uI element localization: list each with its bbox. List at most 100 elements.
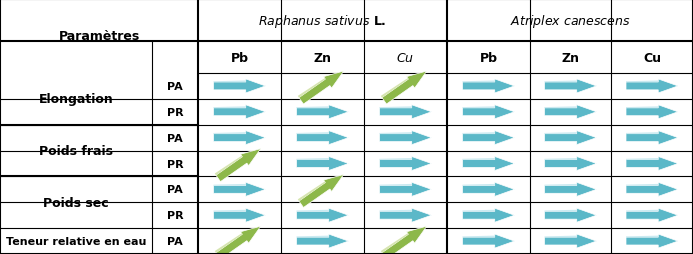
Polygon shape (626, 184, 658, 186)
Text: Zn: Zn (561, 51, 579, 64)
Polygon shape (626, 210, 658, 212)
Polygon shape (545, 234, 597, 248)
Polygon shape (382, 226, 427, 254)
Polygon shape (297, 105, 349, 119)
Text: Zn: Zn (313, 51, 331, 64)
Polygon shape (297, 133, 328, 134)
Text: PA: PA (167, 133, 183, 143)
Polygon shape (216, 226, 261, 254)
Polygon shape (297, 158, 328, 160)
Polygon shape (298, 79, 325, 98)
Polygon shape (626, 234, 678, 248)
Polygon shape (380, 183, 432, 197)
Polygon shape (462, 81, 495, 83)
Polygon shape (626, 208, 678, 222)
Polygon shape (216, 149, 261, 182)
Polygon shape (462, 157, 514, 171)
Polygon shape (297, 210, 328, 212)
Polygon shape (213, 133, 246, 134)
Text: Poids frais: Poids frais (39, 145, 113, 157)
Polygon shape (545, 208, 597, 222)
Polygon shape (213, 105, 265, 119)
Polygon shape (545, 107, 577, 108)
Polygon shape (462, 131, 514, 145)
Text: $\mathit{Cu}$: $\mathit{Cu}$ (396, 51, 414, 64)
Polygon shape (462, 133, 495, 134)
Polygon shape (545, 133, 577, 134)
Text: PR: PR (167, 107, 184, 117)
Polygon shape (545, 105, 597, 119)
Polygon shape (380, 158, 412, 160)
Text: PR: PR (167, 159, 184, 169)
Text: PA: PA (167, 236, 183, 246)
Text: PA: PA (167, 185, 183, 195)
Polygon shape (626, 105, 678, 119)
Polygon shape (380, 131, 432, 145)
Polygon shape (297, 107, 328, 108)
Polygon shape (215, 233, 243, 253)
Polygon shape (462, 107, 495, 108)
Polygon shape (380, 208, 432, 222)
Polygon shape (462, 210, 495, 212)
Polygon shape (462, 236, 495, 237)
Text: $\mathit{Atriplex\ canescens}$: $\mathit{Atriplex\ canescens}$ (509, 12, 631, 29)
Text: Pb: Pb (231, 51, 249, 64)
Polygon shape (298, 182, 325, 201)
Polygon shape (626, 133, 658, 134)
Polygon shape (213, 184, 246, 186)
Text: Cu: Cu (643, 51, 661, 64)
Polygon shape (213, 107, 246, 108)
Polygon shape (213, 208, 265, 222)
Polygon shape (299, 72, 344, 105)
Polygon shape (462, 234, 514, 248)
Polygon shape (297, 236, 328, 237)
Text: Teneur relative en eau: Teneur relative en eau (6, 236, 146, 246)
Polygon shape (462, 184, 495, 186)
Polygon shape (297, 234, 349, 248)
Polygon shape (462, 208, 514, 222)
Text: PA: PA (167, 82, 183, 92)
Polygon shape (545, 80, 597, 93)
Polygon shape (462, 105, 514, 119)
Polygon shape (462, 158, 495, 160)
Polygon shape (380, 157, 432, 171)
Text: Poids sec: Poids sec (43, 196, 109, 209)
Polygon shape (213, 80, 265, 93)
Polygon shape (297, 208, 349, 222)
Polygon shape (462, 80, 514, 93)
Polygon shape (380, 184, 412, 186)
Polygon shape (215, 156, 243, 176)
Text: Elongation: Elongation (39, 93, 114, 106)
Polygon shape (213, 131, 265, 145)
Polygon shape (380, 133, 412, 134)
Polygon shape (626, 158, 658, 160)
Polygon shape (545, 210, 577, 212)
Polygon shape (626, 80, 678, 93)
Polygon shape (545, 131, 597, 145)
Text: PR: PR (167, 210, 184, 220)
Polygon shape (213, 81, 246, 83)
Polygon shape (297, 131, 349, 145)
Text: Pb: Pb (480, 51, 498, 64)
Polygon shape (626, 183, 678, 197)
Text: $\mathit{Raphanus\ sativus}$ $\mathbf{L.}$: $\mathit{Raphanus\ sativus}$ $\mathbf{L.… (258, 12, 387, 29)
Polygon shape (380, 107, 412, 108)
Polygon shape (545, 184, 577, 186)
Polygon shape (297, 157, 349, 171)
Polygon shape (380, 210, 412, 212)
Polygon shape (380, 233, 408, 253)
Polygon shape (462, 183, 514, 197)
Polygon shape (382, 72, 427, 105)
Polygon shape (545, 236, 577, 237)
Polygon shape (626, 157, 678, 171)
Polygon shape (213, 210, 246, 212)
Polygon shape (380, 79, 408, 98)
Polygon shape (380, 105, 432, 119)
Polygon shape (545, 157, 597, 171)
Polygon shape (626, 236, 658, 237)
Text: Paramètres: Paramètres (58, 30, 139, 43)
Polygon shape (626, 131, 678, 145)
Polygon shape (545, 158, 577, 160)
Polygon shape (545, 81, 577, 83)
Polygon shape (545, 183, 597, 197)
